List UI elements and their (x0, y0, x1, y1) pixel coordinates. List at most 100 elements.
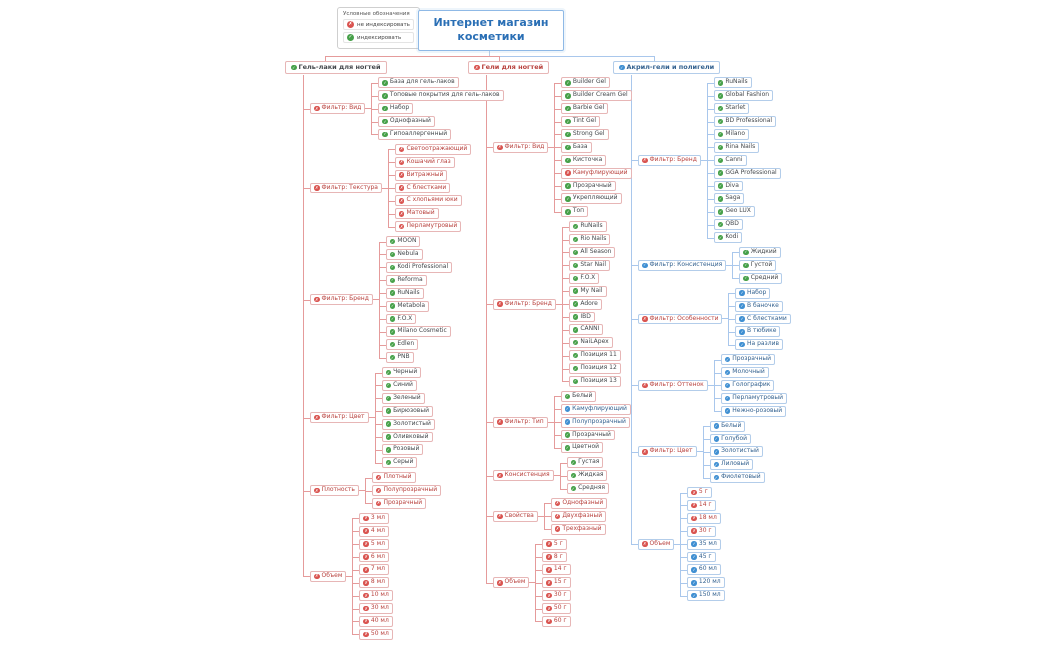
tree-node[interactable]: ✓ Густой (739, 259, 777, 271)
tree-node[interactable]: ✓ Лиловый (709, 459, 754, 471)
tree-node[interactable]: ✗ Фильтр: Тип (493, 416, 548, 428)
tree-node[interactable]: ✓ Цветной (560, 442, 604, 454)
tree-node[interactable]: ✓ С блестками (735, 313, 791, 325)
tree-node[interactable]: ✓ F.O.X (568, 272, 600, 284)
tree-node[interactable]: ✗ Фильтр: Цвет (310, 412, 369, 424)
tree-node[interactable]: ✓ 150 мл (687, 590, 725, 602)
tree-node[interactable]: ✗ 30 мл (359, 603, 393, 614)
tree-node[interactable]: ✓ Kodi (713, 232, 743, 244)
tree-node[interactable]: ✓ Голубой (709, 433, 752, 445)
tree-node[interactable]: ✓ Набор (378, 103, 414, 115)
tree-node[interactable]: ✓ Зеленый (381, 392, 425, 404)
tree-node[interactable]: ✓ Milano (713, 129, 750, 140)
tree-node[interactable]: ✓ Белый (709, 420, 746, 432)
root-topic[interactable]: Интернет магазин косметики (418, 10, 564, 51)
tree-node[interactable]: ✓ База для гель-лаков (378, 77, 459, 89)
tree-node[interactable]: ✓ Milano Cosmetic (385, 326, 451, 338)
tree-node[interactable]: ✗ Однофазный (550, 497, 608, 509)
tree-node[interactable]: ✓ Global Fashion (713, 90, 774, 102)
tree-node[interactable]: ✓ Builder Gel (561, 77, 610, 89)
tree-node[interactable]: ✗ 5 г (687, 487, 712, 498)
tree-node[interactable]: ✓ Укрепляющий (561, 193, 622, 205)
tree-node[interactable]: ✓ Топ (561, 206, 589, 218)
tree-node[interactable]: ✓ Фильтр: Консистенция (638, 259, 727, 271)
tree-node[interactable]: ✓ Прозрачный (561, 180, 616, 192)
tree-node[interactable]: ✓ F.O.X (385, 313, 417, 325)
tree-node[interactable]: ✓ Tint Gel (561, 116, 601, 128)
tree-node[interactable]: ✓ Позиция 13 (568, 375, 621, 387)
tree-node[interactable]: ✓ Однофазный (378, 116, 435, 128)
tree-node[interactable]: ✗ 18 мл (687, 512, 721, 524)
tree-node[interactable]: ✓ Фиолетовый (709, 472, 765, 484)
tree-node[interactable]: ✗ 60 г (542, 615, 571, 627)
tree-node[interactable]: ✗ 15 г (542, 577, 571, 589)
tree-node[interactable]: ✗ Двухфазный (550, 510, 607, 522)
tree-node[interactable]: ✓ Полупрозрачный (560, 416, 630, 428)
tree-node[interactable]: ✗ Светоотражающий (394, 143, 472, 155)
tree-node[interactable]: ✗ Прозрачный (371, 497, 427, 509)
tree-node[interactable]: ✓ База (561, 141, 592, 153)
tree-node[interactable]: ✗ 4 мл (359, 525, 389, 537)
tree-node[interactable]: ✓ Бирюзовый (381, 405, 433, 417)
tree-node[interactable]: ✓ Edlen (385, 339, 419, 351)
tree-node[interactable]: ✓ Камуфлирующий (560, 403, 631, 415)
tree-node[interactable]: ✗ 8 мл (359, 577, 389, 589)
tree-node[interactable]: ✓ GGA Professional (713, 167, 781, 179)
tree-node[interactable]: ✓ Розовый (381, 444, 424, 456)
tree-node[interactable]: ✗ Полупрозрачный (371, 485, 442, 496)
tree-node[interactable]: ✓ Оливковый (381, 431, 433, 443)
tree-node[interactable]: ✓ Кисточка (561, 154, 607, 166)
tree-node[interactable]: ✓ В тюбике (735, 326, 781, 338)
tree-node[interactable]: ✗ Плотный (371, 472, 416, 484)
tree-node[interactable]: ✓ NaiLApex (568, 337, 613, 349)
tree-node[interactable]: ✓ Nebula (385, 249, 423, 260)
tree-node[interactable]: ✗ 3 мл (359, 512, 389, 524)
branch-node[interactable]: ✓ Гель-лаки для ногтей (285, 61, 387, 75)
tree-node[interactable]: ✓ Синий (381, 379, 417, 391)
tree-node[interactable]: ✗ 30 г (542, 590, 571, 602)
tree-node[interactable]: ✗ Матовый (394, 208, 439, 220)
tree-node[interactable]: ✓ CANNI (568, 324, 604, 336)
tree-node[interactable]: ✓ All Season (568, 247, 616, 258)
tree-node[interactable]: ✓ RuNails (568, 221, 607, 233)
tree-node[interactable]: ✓ Черный (381, 367, 422, 378)
tree-node[interactable]: ✗ С блестками (394, 182, 451, 194)
tree-node[interactable]: ✗ Фильтр: Бренд (493, 298, 556, 310)
tree-node[interactable]: ✓ Нежно-розовый (720, 405, 787, 417)
tree-node[interactable]: ✗ Плотность (310, 485, 359, 496)
branch-node[interactable]: ✓ Акрил-гели и полигели (613, 61, 721, 75)
tree-node[interactable]: ✗ Объем (638, 538, 675, 550)
tree-node[interactable]: ✓ Средний (739, 272, 783, 284)
tree-node[interactable]: ✓ В баночке (735, 300, 783, 312)
tree-node[interactable]: ✓ Builder Cream Gel (561, 90, 632, 102)
tree-node[interactable]: ✗ 50 г (542, 603, 571, 614)
tree-node[interactable]: ✓ Barbie Gel (561, 103, 609, 115)
tree-node[interactable]: ✓ Star Nail (568, 259, 611, 271)
tree-node[interactable]: ✗ Перламутровый (394, 221, 462, 233)
tree-node[interactable]: ✗ Объем (310, 570, 347, 582)
tree-node[interactable]: ✗ Фильтр: Цвет (638, 446, 697, 458)
tree-node[interactable]: ✗ Камуфлирующий (561, 167, 632, 179)
tree-node[interactable]: ✗ С хлопьями юки (394, 195, 462, 207)
tree-node[interactable]: ✗ Фильтр: Вид (493, 141, 549, 153)
tree-node[interactable]: ✓ 45 г (687, 551, 716, 563)
tree-node[interactable]: ✗ 10 мл (359, 590, 393, 602)
tree-node[interactable]: ✓ QBD (713, 219, 743, 231)
tree-node[interactable]: ✗ Свойства (493, 510, 538, 522)
tree-node[interactable]: ✓ 120 мл (687, 577, 725, 589)
tree-node[interactable]: ✓ Набор (735, 287, 771, 299)
tree-node[interactable]: ✓ Позиция 11 (568, 350, 621, 362)
tree-node[interactable]: ✗ Фильтр: Бренд (310, 294, 373, 306)
tree-node[interactable]: ✗ 14 г (542, 564, 571, 576)
tree-node[interactable]: ✓ Rio Nails (568, 234, 611, 246)
tree-node[interactable]: ✓ Saga (713, 193, 745, 205)
tree-node[interactable]: ✓ Canni (713, 154, 747, 166)
tree-node[interactable]: ✗ Фильтр: Бренд (638, 154, 701, 166)
tree-node[interactable]: ✓ Прозрачный (720, 354, 776, 366)
tree-node[interactable]: ✓ 60 мл (687, 564, 721, 576)
tree-node[interactable]: ✗ Консистенция (493, 470, 554, 482)
tree-node[interactable]: ✓ Средняя (566, 483, 610, 494)
tree-node[interactable]: ✗ Трехфазный (550, 523, 606, 535)
tree-node[interactable]: ✓ Прозрачный (560, 429, 615, 441)
tree-node[interactable]: ✓ Strong Gel (561, 129, 609, 140)
